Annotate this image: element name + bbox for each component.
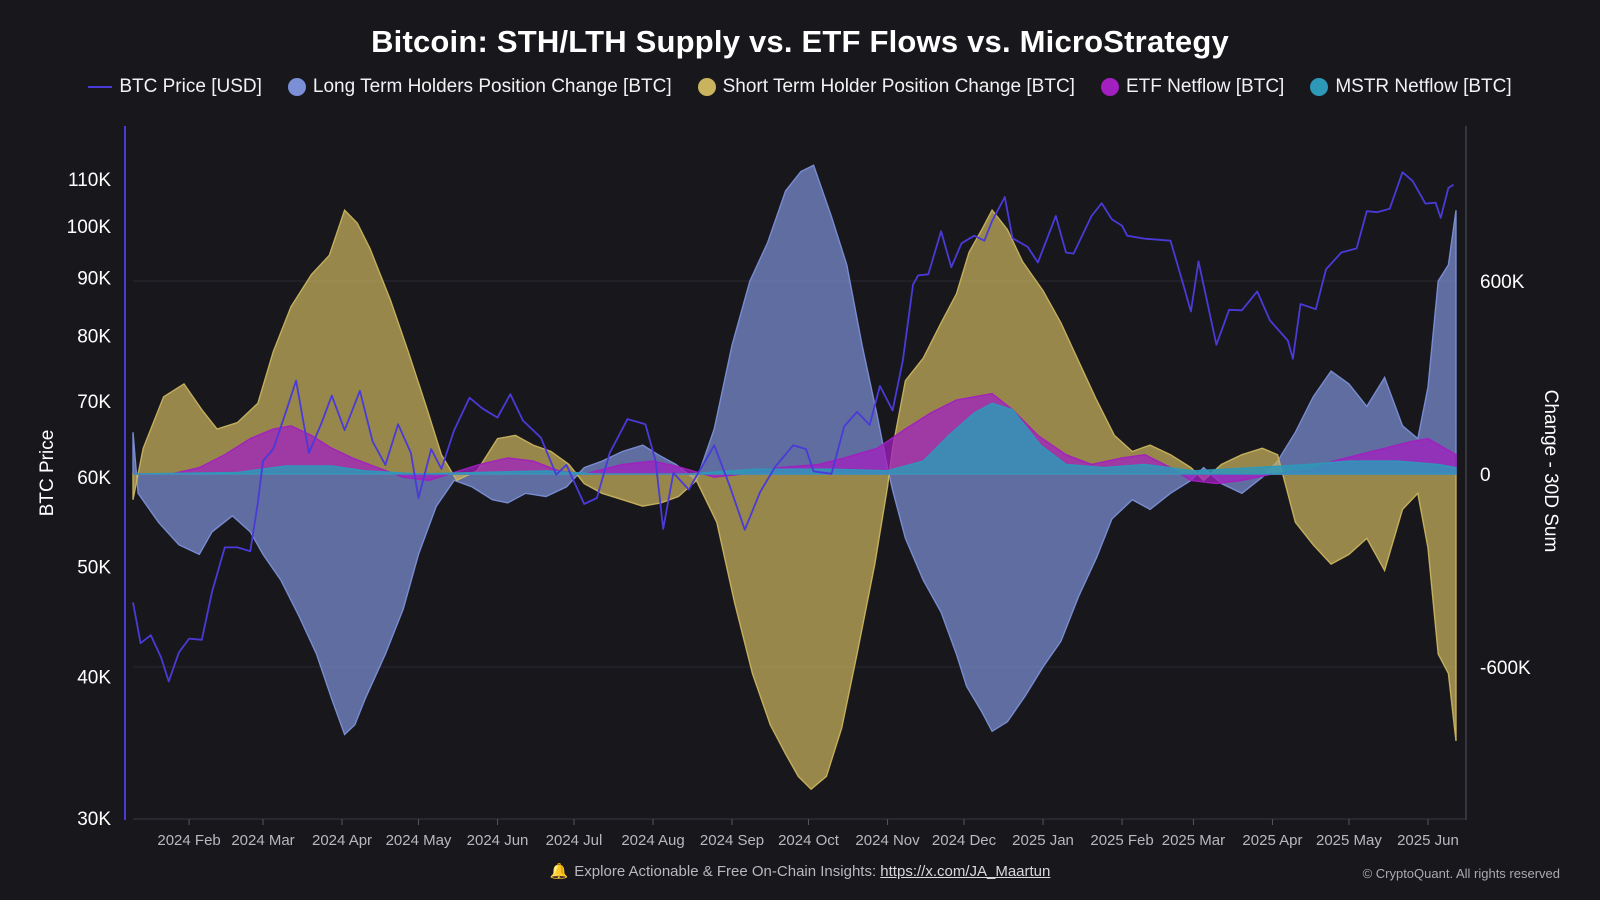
x-tick-label: 2024 Dec xyxy=(932,832,997,849)
copyright: © CryptoQuant. All rights reserved xyxy=(1362,866,1560,881)
footer-text: Explore Actionable & Free On-Chain Insig… xyxy=(574,863,877,880)
y-left-tick-label: 60K xyxy=(77,468,111,489)
x-tick-label: 2024 Jun xyxy=(467,832,529,849)
legend-label: Long Term Holders Position Change [BTC] xyxy=(312,76,672,97)
legend-marker xyxy=(287,78,306,96)
legend-marker xyxy=(88,86,113,88)
legend-label: ETF Netflow [BTC] xyxy=(1125,76,1285,97)
y-right-tick-label: -600K xyxy=(1480,658,1531,679)
y-left-tick-label: 90K xyxy=(77,269,111,290)
legend-item[interactable]: Short Term Holder Position Change [BTC] xyxy=(697,76,1075,98)
x-tick-label: 2024 Sep xyxy=(700,832,764,849)
series-line-4 xyxy=(132,171,1454,683)
legend-marker xyxy=(697,78,716,96)
legend-item[interactable]: MSTR Netflow [BTC] xyxy=(1310,76,1512,98)
y-left-tick-label: 50K xyxy=(77,558,111,579)
footer: 🔔 Explore Actionable & Free On-Chain Insi… xyxy=(0,862,1600,880)
x-tick-label: 2025 Jan xyxy=(1012,832,1074,849)
footer-link[interactable]: https://x.com/JA_Maartun xyxy=(880,863,1051,880)
legend-item[interactable]: ETF Netflow [BTC] xyxy=(1100,76,1285,98)
y-left-tick-label: 40K xyxy=(77,667,111,688)
legend-marker xyxy=(1100,78,1119,96)
x-tick-label: 2024 Jul xyxy=(546,832,603,849)
y-left-axis-title: BTC Price xyxy=(37,430,58,517)
series-group xyxy=(132,164,1457,791)
series-area-3 xyxy=(132,402,1457,475)
x-tick-label: 2024 Aug xyxy=(621,832,684,849)
x-tick-label: 2024 Mar xyxy=(231,832,294,849)
x-tick-label: 2025 Mar xyxy=(1162,832,1225,849)
legend-label: MSTR Netflow [BTC] xyxy=(1335,76,1512,97)
x-tick-label: 2024 Nov xyxy=(855,832,920,849)
y-right-axis-title: Change - 30D Sum xyxy=(1540,390,1561,553)
legend-label: Short Term Holder Position Change [BTC] xyxy=(722,76,1075,97)
y-left-tick-label: 80K xyxy=(77,327,111,348)
x-tick-label: 2025 Jun xyxy=(1397,832,1459,849)
x-tick-label: 2024 Apr xyxy=(312,832,372,849)
y-left-tick-label: 100K xyxy=(67,217,112,238)
x-tick-label: 2025 Apr xyxy=(1242,832,1302,849)
x-tick-label: 2025 May xyxy=(1316,832,1382,849)
x-tick-label: 2024 Feb xyxy=(157,832,220,849)
y-right-tick-label: 0 xyxy=(1480,465,1491,486)
legend-label: BTC Price [USD] xyxy=(119,76,262,97)
x-tick-label: 2024 Oct xyxy=(778,832,840,849)
legend-marker xyxy=(1310,78,1329,96)
y-left-tick-label: 30K xyxy=(77,809,111,830)
y-right-tick-label: 600K xyxy=(1480,272,1525,293)
y-left-tick-label: 110K xyxy=(68,170,111,191)
x-tick-label: 2024 May xyxy=(386,832,452,849)
legend-item[interactable]: BTC Price [USD] xyxy=(88,76,262,98)
legend-item[interactable]: Long Term Holders Position Change [BTC] xyxy=(287,76,672,98)
x-tick-label: 2025 Feb xyxy=(1090,832,1153,849)
bell-icon: 🔔 xyxy=(549,863,569,880)
chart-legend: BTC Price [USD] Long Term Holders Positio… xyxy=(0,76,1600,98)
chart-title: Bitcoin: STH/LTH Supply vs. ETF Flows vs… xyxy=(371,24,1229,59)
y-left-tick-label: 70K xyxy=(77,392,111,413)
